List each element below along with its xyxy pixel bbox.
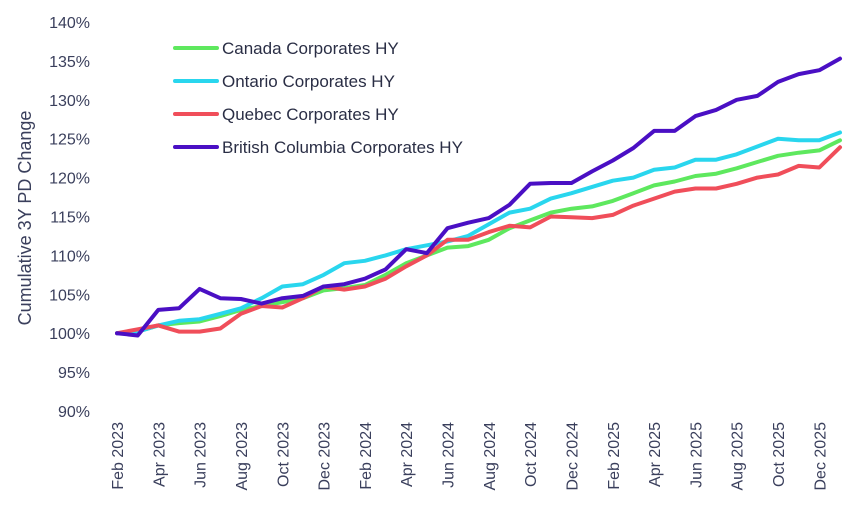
legend: Canada Corporates HY Ontario Corporates H… xyxy=(173,39,463,157)
y-axis-title: Cumulative 3Y PD Change xyxy=(15,111,35,326)
legend-label: British Columbia Corporates HY xyxy=(222,138,463,157)
x-tick-label: Jun 2024 xyxy=(441,422,458,488)
x-tick-label: Apr 2024 xyxy=(399,422,416,487)
y-axis-ticks: 90% 95% 100% 105% 110% 115% 120% 125% 130% 135% 14… xyxy=(49,15,90,421)
series-lines xyxy=(115,56,842,338)
x-tick-label: Dec 2024 xyxy=(564,422,581,491)
x-tick-label: Feb 2023 xyxy=(110,422,127,490)
y-tick-label: 140% xyxy=(49,15,90,32)
x-tick-label: Apr 2023 xyxy=(151,422,168,487)
x-tick-label: Oct 2024 xyxy=(523,422,540,487)
y-tick-label: 115% xyxy=(50,210,90,227)
x-tick-label: Aug 2025 xyxy=(730,422,747,491)
x-tick-label: Aug 2024 xyxy=(482,422,499,491)
y-tick-label: 105% xyxy=(49,287,90,304)
series-line-2 xyxy=(115,145,842,336)
x-tick-label: Feb 2024 xyxy=(358,422,375,490)
y-tick-label: 90% xyxy=(58,404,90,421)
y-tick-label: 95% xyxy=(58,365,90,382)
x-tick-label: Jun 2025 xyxy=(688,422,705,488)
series-line-1 xyxy=(115,130,842,336)
x-tick-label: Dec 2023 xyxy=(317,422,334,491)
x-axis-ticks: Feb 2023 Apr 2023 Jun 2023 Aug 2023 Oct 2023… xyxy=(110,422,829,491)
legend-label: Canada Corporates HY xyxy=(222,39,399,58)
x-tick-label: Dec 2025 xyxy=(812,422,829,491)
series-line-3 xyxy=(115,56,842,338)
y-tick-label: 110% xyxy=(50,248,90,265)
y-tick-label: 135% xyxy=(49,54,90,71)
x-tick-label: Oct 2023 xyxy=(275,422,292,487)
y-tick-label: 125% xyxy=(49,132,90,149)
legend-label: Ontario Corporates HY xyxy=(222,72,395,91)
x-tick-label: Jun 2023 xyxy=(193,422,210,488)
x-tick-label: Aug 2023 xyxy=(234,422,251,491)
x-tick-label: Apr 2025 xyxy=(647,422,664,487)
y-tick-label: 120% xyxy=(49,171,90,188)
y-tick-label: 100% xyxy=(49,326,90,343)
x-tick-label: Feb 2025 xyxy=(606,422,623,490)
y-tick-label: 130% xyxy=(49,93,90,110)
x-tick-label: Oct 2025 xyxy=(771,422,788,487)
legend-label: Quebec Corporates HY xyxy=(222,105,399,124)
